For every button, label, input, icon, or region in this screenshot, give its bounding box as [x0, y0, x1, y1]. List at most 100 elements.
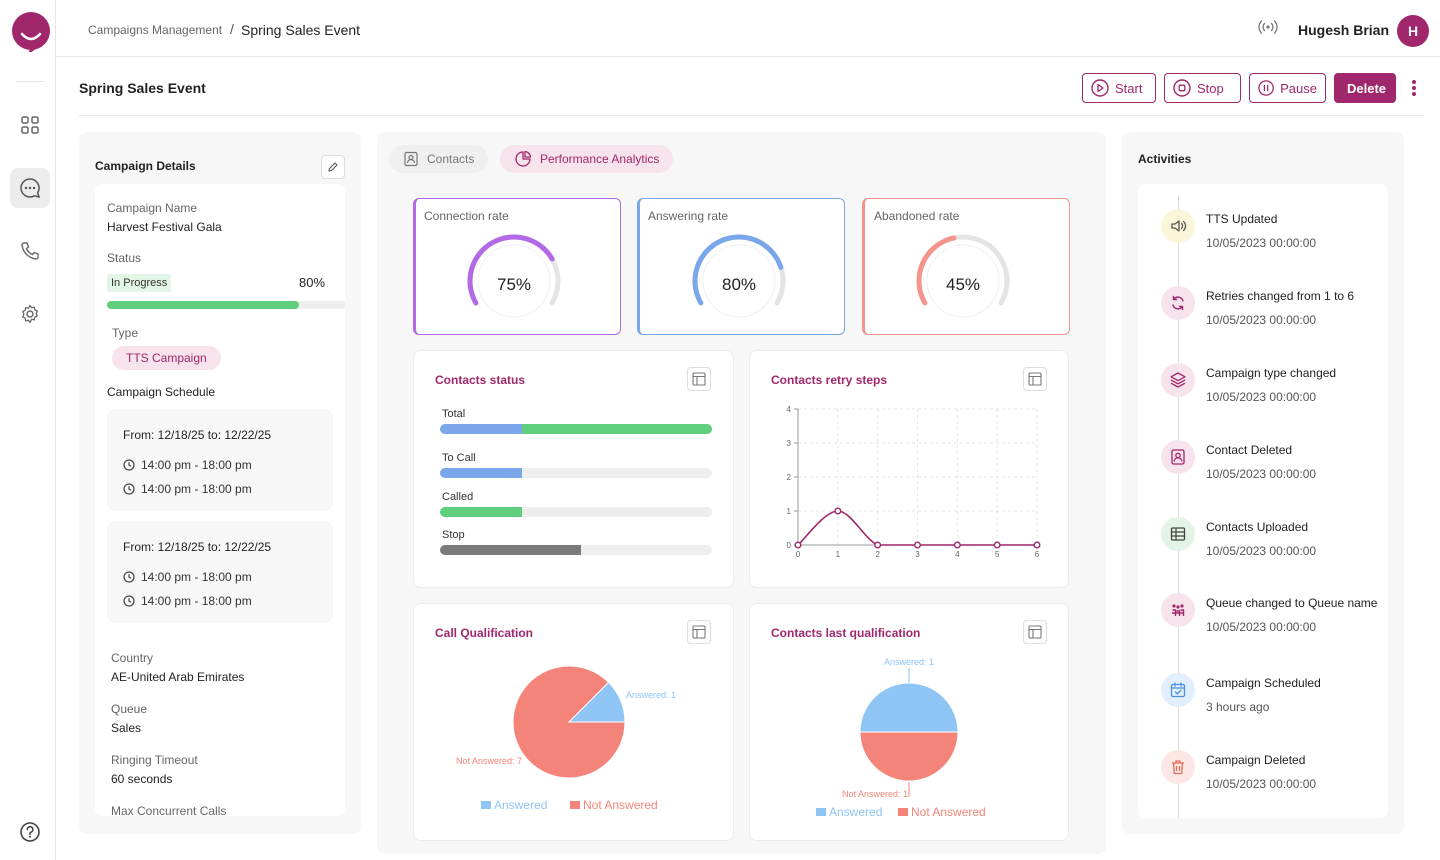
activity-time: 10/05/2023 00:00:00	[1206, 390, 1317, 404]
last-qualification-pie: Answered: 1 Not Answered: 1 Answered Not An…	[816, 657, 986, 819]
queue-label: Queue	[111, 702, 148, 716]
pie-slice[interactable]	[859, 682, 959, 733]
status-progress-text: 80%	[299, 275, 326, 290]
ringing-timeout-label: Ringing Timeout	[111, 753, 198, 767]
activity-time: 10/05/2023 00:00:00	[1206, 313, 1317, 327]
data-point[interactable]	[794, 541, 802, 549]
connection-rate-gauge	[467, 234, 561, 318]
edit-details-button[interactable]	[321, 155, 345, 179]
legend-swatch	[481, 801, 491, 809]
table-view-button[interactable]	[1023, 620, 1047, 644]
more-options-icon[interactable]	[1407, 78, 1421, 98]
status-bar-label: To Call	[442, 452, 476, 464]
gauge-label: Abandoned rate	[874, 209, 960, 223]
sidebar-item-campaigns[interactable]	[10, 168, 50, 208]
sidebar-item-dashboard[interactable]	[10, 105, 50, 145]
data-point[interactable]	[874, 541, 882, 549]
activity-text: TTS Updated 10/05/2023 00:00:00	[1206, 212, 1316, 250]
header-divider	[79, 115, 1424, 116]
series-line	[797, 510, 1037, 546]
stop-button[interactable]: Stop	[1164, 73, 1241, 103]
country-value: AE-United Arab Emirates	[111, 670, 245, 684]
schedule-card: From: 12/18/25 to: 12/22/25 14:00 pm - 1…	[107, 409, 333, 511]
campaign-details-title: Campaign Details	[95, 159, 196, 173]
user-avatar[interactable]: H	[1397, 15, 1429, 47]
status-bar-segment	[440, 507, 522, 517]
table-view-button[interactable]	[687, 367, 711, 391]
activity-title: Campaign type changed	[1206, 366, 1337, 380]
schedule-time: 14:00 pm - 18:00 pm	[141, 482, 252, 496]
app-logo[interactable]	[11, 12, 51, 52]
table-view-button[interactable]	[687, 620, 711, 644]
tab-contacts[interactable]: Contacts	[389, 145, 489, 173]
delete-button[interactable]: Delete	[1334, 73, 1396, 103]
legend-label[interactable]: Not Answered	[583, 798, 658, 812]
data-point[interactable]	[1033, 541, 1041, 549]
table-icon	[692, 372, 706, 386]
activity-item: Campaign Scheduled 3 hours ago	[1138, 673, 1388, 724]
user-name[interactable]: Hugesh Brian	[1298, 22, 1390, 38]
activity-title: Queue changed to Queue name	[1206, 596, 1378, 610]
y-tick-label: 1	[787, 507, 792, 516]
data-label-line	[908, 782, 910, 797]
status-bar-track	[440, 468, 712, 478]
status-progress-track	[107, 301, 345, 309]
start-button[interactable]: Start	[1082, 73, 1156, 103]
phone-icon	[21, 242, 39, 260]
pause-icon	[1258, 80, 1274, 96]
sidebar-item-settings[interactable]	[10, 294, 50, 334]
table-icon	[1028, 372, 1042, 386]
campaign-name-label: Campaign Name	[107, 201, 198, 215]
chat-icon	[20, 178, 41, 199]
legend-label[interactable]: Answered	[829, 805, 882, 819]
broadcast-icon[interactable]	[1258, 19, 1278, 35]
breadcrumb-parent[interactable]: Campaigns Management	[88, 23, 223, 37]
pencil-icon	[328, 162, 338, 172]
gauge-label: Connection rate	[424, 209, 509, 223]
gauge-fill	[692, 234, 784, 306]
queue-value: Sales	[111, 721, 142, 735]
schedule-time-row: 14:00 pm - 18:00 pm	[123, 482, 252, 496]
activity-title: Contacts Uploaded	[1206, 520, 1309, 534]
activity-time: 10/05/2023 00:00:00	[1206, 236, 1317, 250]
tab-performance-analytics[interactable]: Performance Analytics	[500, 145, 674, 173]
legend-swatch	[816, 808, 826, 816]
call-qualification-pie: Answered: 1 Not Answered: 7 Answered Not An…	[456, 665, 676, 812]
x-tick-label: 3	[915, 550, 920, 559]
activity-item: Contacts Uploaded 10/05/2023 00:00:00	[1138, 517, 1388, 568]
y-tick-label: 4	[787, 405, 792, 414]
trash-icon	[1172, 760, 1184, 775]
country-label: Country	[111, 651, 154, 665]
abandoned-rate-card: Abandoned rate 45%	[862, 198, 1070, 335]
data-point[interactable]	[993, 541, 1001, 549]
data-point[interactable]	[913, 541, 921, 549]
type-badge: TTS Campaign	[112, 346, 221, 370]
schedule-time-row: 14:00 pm - 18:00 pm	[123, 570, 252, 584]
x-tick-label: 6	[1035, 550, 1040, 559]
status-bar-label: Total	[442, 408, 466, 420]
refresh-icon	[1172, 295, 1184, 311]
activity-text: Contact Deleted 10/05/2023 00:00:00	[1206, 443, 1316, 481]
data-point[interactable]	[834, 507, 842, 515]
activity-icon-bubble	[1161, 593, 1195, 627]
activity-text: Campaign type changed 10/05/2023 00:00:0…	[1206, 366, 1336, 404]
activity-text: Campaign Deleted 10/05/2023 00:00:00	[1206, 753, 1316, 791]
x-tick-label: 0	[796, 550, 801, 559]
pause-button[interactable]: Pause	[1249, 73, 1326, 103]
activity-time: 10/05/2023 00:00:00	[1206, 467, 1317, 481]
start-button-label: Start	[1115, 80, 1143, 96]
activity-title: Campaign Scheduled	[1206, 676, 1321, 690]
activity-title: Retries changed from 1 to 6	[1206, 289, 1355, 303]
sidebar-item-help[interactable]	[10, 812, 50, 852]
pie-slice[interactable]	[512, 665, 626, 779]
y-tick-label: 3	[787, 439, 792, 448]
top-bar: Campaigns Management / Spring Sales Even…	[56, 0, 1440, 57]
calendar-icon	[1170, 682, 1186, 698]
table-view-button[interactable]	[1023, 367, 1047, 391]
data-point[interactable]	[953, 541, 961, 549]
legend-label[interactable]: Answered	[494, 798, 547, 812]
pie-slice[interactable]	[859, 731, 959, 782]
sidebar-item-calls[interactable]	[10, 231, 50, 271]
activity-time: 10/05/2023 00:00:00	[1206, 544, 1317, 558]
legend-label[interactable]: Not Answered	[911, 805, 986, 819]
